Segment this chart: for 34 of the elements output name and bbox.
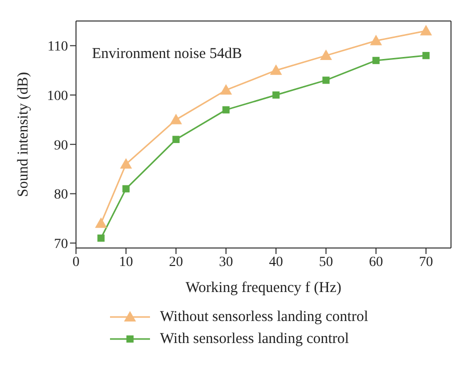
legend-label: With sensorless landing control: [160, 330, 349, 348]
y-tick-label: 70: [54, 237, 68, 252]
x-tick-label: 10: [119, 254, 133, 270]
point: [95, 217, 107, 228]
y-tick-label: 80: [54, 188, 68, 203]
y-tick-label: 100: [47, 88, 68, 104]
point: [422, 52, 430, 60]
x-tick-label: 30: [219, 254, 233, 270]
point: [270, 64, 282, 75]
point: [420, 24, 432, 36]
x-axis-title: Working frequency f (Hz): [186, 280, 342, 296]
point: [320, 50, 332, 60]
point: [322, 76, 330, 84]
point: [220, 84, 232, 95]
point: [370, 34, 382, 46]
point: [172, 136, 180, 144]
x-tick-label: 60: [369, 254, 383, 270]
point: [120, 158, 132, 169]
y-tick-label: 90: [54, 138, 68, 154]
x-tick-label: 50: [319, 254, 333, 270]
x-tick-label: 40: [269, 254, 283, 270]
point: [222, 106, 230, 114]
y-tick-label: 110: [48, 40, 68, 55]
y-axis-title: Sound intensity (dB): [15, 72, 32, 198]
point: [372, 56, 380, 64]
point: [97, 234, 105, 242]
point: [272, 91, 280, 99]
x-tick-label: 20: [169, 254, 183, 270]
x-tick-label: 0: [72, 254, 80, 270]
x-tick-label: 70: [419, 254, 433, 270]
point: [122, 185, 130, 192]
legend-label: Without sensorless landing control: [160, 308, 368, 326]
annotation: Environment noise 54dB: [92, 46, 242, 63]
point: [170, 114, 182, 124]
